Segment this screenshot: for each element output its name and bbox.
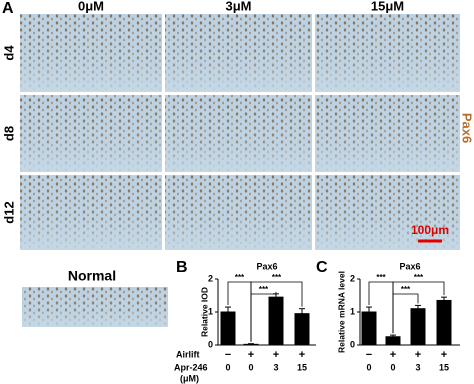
micrograph-shade — [20, 14, 162, 92]
micrograph-shade — [20, 95, 162, 172]
micrograph-shade — [315, 14, 460, 92]
micrograph-shade — [20, 175, 162, 250]
bar — [268, 296, 284, 346]
x-tick-label: 3 — [273, 362, 278, 372]
stain-label: Pax6 — [460, 113, 474, 143]
row-label: (μM) — [180, 373, 199, 383]
bar — [436, 299, 452, 346]
bar — [361, 311, 377, 346]
y-tick-label: 1 — [208, 306, 213, 316]
significance-label: *** — [259, 285, 269, 294]
row-label: d8 — [1, 126, 16, 141]
x-label: + — [299, 349, 305, 361]
scale-bar-label: 100μm — [411, 223, 449, 237]
bar — [294, 313, 310, 346]
row-label: d4 — [1, 45, 16, 61]
y-axis-label: Relative mRNA level — [336, 271, 346, 353]
x-tick-label: 3 — [415, 362, 420, 372]
micrograph-shade — [165, 95, 312, 172]
x-label: + — [415, 349, 421, 361]
y-tick-label: 2 — [350, 273, 355, 283]
panel-label: B — [176, 259, 188, 276]
x-label: + — [273, 349, 279, 361]
x-tick-label: 15 — [439, 362, 449, 372]
bar — [220, 311, 236, 346]
panel-label: C — [316, 259, 328, 276]
y-tick-label: 2 — [208, 273, 213, 283]
row-label: Airlift — [176, 349, 200, 359]
x-label: − — [366, 349, 372, 361]
y-tick-label: 0 — [208, 339, 213, 349]
significance-label: *** — [414, 273, 424, 282]
panel-label: A — [2, 0, 14, 17]
significance-bracket — [250, 291, 277, 342]
column-label: 15μM — [371, 0, 404, 13]
x-tick-label: 0 — [248, 362, 253, 372]
micrograph-shade — [22, 287, 168, 327]
normal-label: Normal — [68, 268, 116, 284]
micrograph-shade — [315, 175, 460, 250]
x-tick-label: 0 — [390, 362, 395, 372]
bar — [410, 308, 426, 346]
chart-title: Pax6 — [399, 261, 420, 271]
row-label: d12 — [1, 201, 16, 223]
micrograph-shade — [315, 95, 460, 172]
bar — [243, 343, 259, 346]
significance-bracket — [392, 293, 419, 334]
significance-label: *** — [401, 285, 411, 294]
y-axis-label: Relative IOD — [199, 287, 209, 337]
x-tick-label: 15 — [297, 362, 307, 372]
column-label: 0μM — [78, 0, 104, 13]
x-label: − — [225, 349, 231, 361]
x-label: + — [441, 349, 447, 361]
x-label: + — [248, 349, 254, 361]
row-label: Apr-246 — [174, 362, 208, 372]
micrograph-shade — [165, 14, 312, 92]
x-label: + — [390, 349, 396, 361]
y-tick-label: 0 — [350, 339, 355, 349]
chart-title: Pax6 — [256, 261, 277, 271]
column-label: 3μM — [225, 0, 251, 13]
micrograph-shade — [165, 175, 312, 250]
x-tick-label: 0 — [366, 362, 371, 372]
significance-label: *** — [272, 273, 282, 282]
significance-label: *** — [376, 273, 386, 282]
bar — [385, 336, 401, 346]
significance-label: *** — [235, 273, 245, 282]
y-tick-label: 1 — [350, 306, 355, 316]
x-tick-label: 0 — [225, 362, 230, 372]
